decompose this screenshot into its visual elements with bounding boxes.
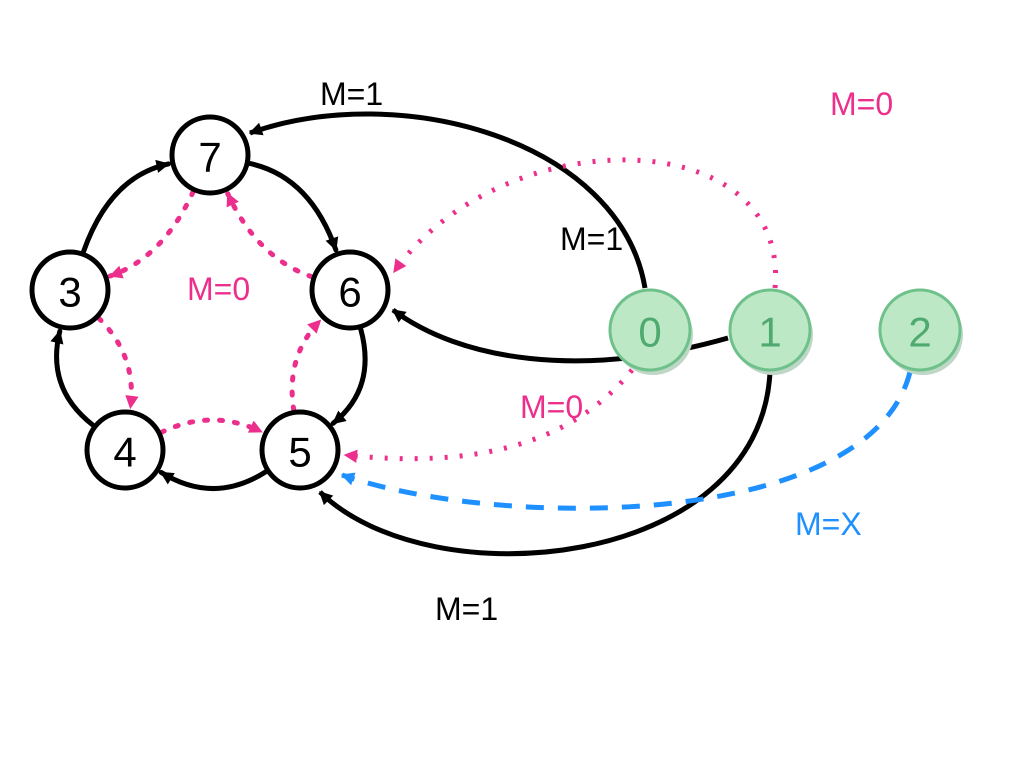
edge-7-6-solid — [250, 163, 336, 249]
edge-label-1-5: M=1 — [435, 591, 498, 627]
edge-label-0-7: M=1 — [320, 76, 383, 112]
edge-0-5-dotted — [345, 370, 632, 459]
edge-2-5-dashed — [342, 372, 910, 508]
node-label-0: 0 — [638, 309, 661, 356]
edge-label-2-5: M=X — [795, 506, 862, 542]
label-center-M0: M=0 — [187, 271, 250, 307]
edge-7-3-dotted — [110, 192, 193, 276]
node-label-2: 2 — [908, 309, 931, 356]
node-label-1: 1 — [758, 309, 781, 356]
edge-label-1-6: M=1 — [560, 221, 623, 257]
node-label-5: 5 — [288, 429, 311, 476]
edge-label-0-5: M=0 — [520, 389, 583, 425]
edge-4-3-solid — [57, 331, 93, 425]
node-label-4: 4 — [113, 429, 136, 476]
edge-4-5-dotted — [161, 420, 261, 432]
edge-3-4-dotted — [99, 318, 132, 407]
edge-5-4-solid — [161, 472, 266, 489]
edge-6-7-dotted — [228, 194, 312, 277]
node-label-6: 6 — [338, 269, 361, 316]
edge-6-5-solid — [333, 329, 365, 423]
edge-3-7-solid — [83, 164, 168, 252]
node-label-3: 3 — [58, 269, 81, 316]
edge-5-6-dotted — [292, 320, 320, 410]
node-label-7: 7 — [198, 134, 221, 181]
edge-label-1-6: M=0 — [830, 86, 893, 122]
state-graph: M=0 M=1 M=0 M=1 M=0 M=1 M=X 7 3 6 4 5 0 1 2 — [0, 0, 1034, 760]
